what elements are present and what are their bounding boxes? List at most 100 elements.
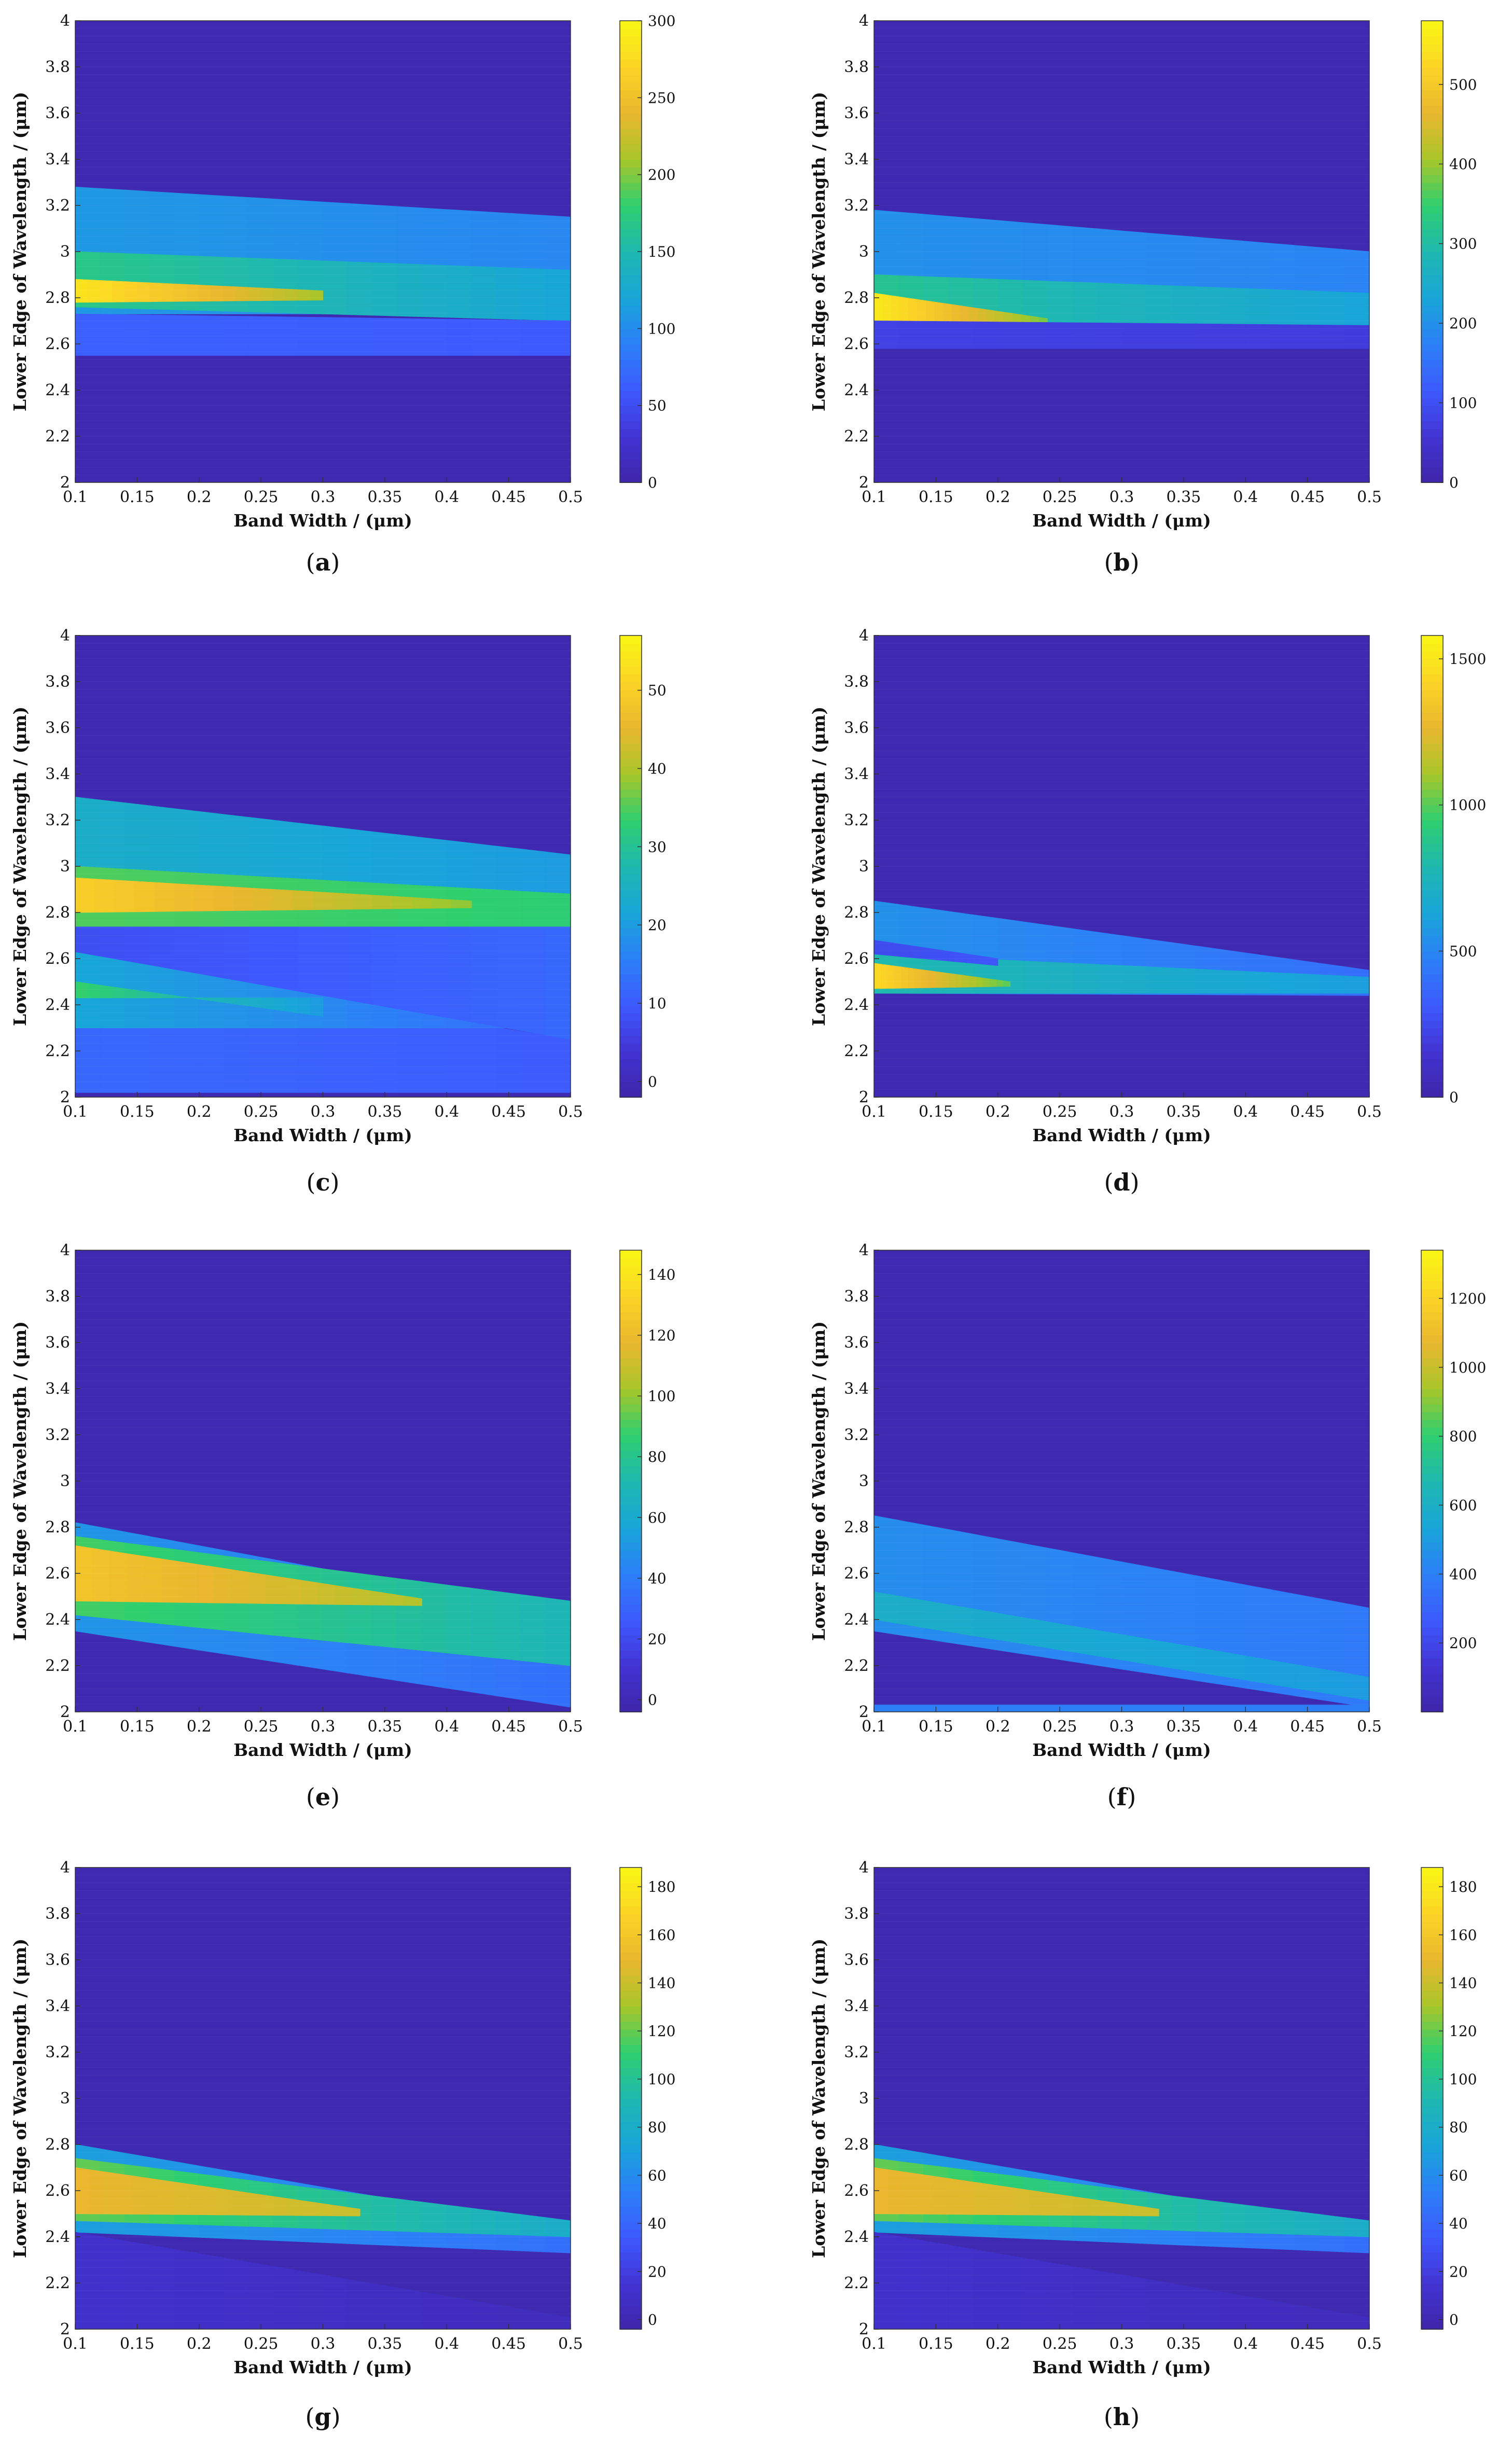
heatmap-cell-band-1 bbox=[422, 1581, 447, 1654]
y-tick-label: 3 bbox=[859, 1472, 869, 1490]
heatmap-cell-band-2 bbox=[891, 295, 900, 322]
colorbar-segment bbox=[1421, 774, 1443, 782]
colorbar-segment bbox=[1421, 735, 1443, 744]
colorbar-segment bbox=[620, 805, 642, 813]
colorbar-segment bbox=[620, 2052, 642, 2060]
colorbar-segment bbox=[1421, 835, 1443, 844]
colorbar-segment bbox=[1421, 74, 1443, 83]
colorbar-tick-label: 0 bbox=[648, 1692, 657, 1709]
colorbar-segment bbox=[1421, 2267, 1443, 2276]
x-axis-label: Band Width / (μm) bbox=[233, 510, 412, 531]
colorbar-segment bbox=[620, 1304, 642, 1312]
colorbar-segment bbox=[620, 2298, 642, 2307]
x-tick-label: 0.5 bbox=[558, 1718, 583, 1736]
y-tick-label: 4 bbox=[60, 627, 70, 645]
colorbar-segment bbox=[1421, 1650, 1443, 1659]
y-tick-label: 3.4 bbox=[844, 150, 869, 169]
colorbar-tick-label: 1200 bbox=[1449, 1290, 1486, 1307]
colorbar-segment bbox=[620, 1319, 642, 1328]
heatmap-cell-band-3 bbox=[973, 2249, 998, 2330]
colorbar-tick-label: 60 bbox=[1449, 2167, 1468, 2184]
colorbar-segment bbox=[620, 1412, 642, 1420]
panel-label: (h) bbox=[1104, 2403, 1140, 2431]
colorbar-tick-label: 160 bbox=[1449, 1927, 1477, 1944]
y-tick-label: 2.8 bbox=[45, 904, 70, 922]
colorbar-segment bbox=[620, 451, 642, 460]
colorbar-segment bbox=[620, 21, 642, 29]
colorbar-segment bbox=[620, 390, 642, 398]
colorbar-segment bbox=[1421, 1381, 1443, 1389]
colorbar-segment bbox=[620, 1612, 642, 1620]
colorbar-segment bbox=[1421, 712, 1443, 721]
colorbar-segment bbox=[620, 1673, 642, 1682]
heatmap-cell-band-3 bbox=[471, 2300, 497, 2330]
heatmap-cell-band-3 bbox=[199, 315, 224, 356]
colorbar-segment bbox=[1421, 1343, 1443, 1351]
colorbar-segment bbox=[620, 989, 642, 998]
colorbar-segment bbox=[1421, 658, 1443, 667]
colorbar-segment bbox=[1421, 1620, 1443, 1628]
y-tick-label: 3.2 bbox=[45, 197, 70, 215]
colorbar-segment bbox=[1421, 2175, 1443, 2184]
colorbar-segment bbox=[620, 827, 642, 836]
colorbar-tick-label: 0 bbox=[648, 2311, 657, 2328]
colorbar-segment bbox=[1421, 859, 1443, 867]
colorbar-segment bbox=[1421, 2137, 1443, 2145]
heatmap-cell-band-3 bbox=[397, 2287, 422, 2330]
colorbar-segment bbox=[620, 966, 642, 975]
heatmap-cell-band-1 bbox=[1097, 964, 1122, 994]
heatmap-cell-band-2 bbox=[931, 2175, 946, 2215]
y-tick-label: 4 bbox=[60, 1241, 70, 1260]
heatmap-cell-band-1 bbox=[1320, 2214, 1345, 2236]
colorbar-tick-label: 120 bbox=[648, 2023, 675, 2040]
x-tick-label: 0.2 bbox=[986, 2335, 1010, 2353]
colorbar-segment bbox=[620, 712, 642, 721]
colorbar-segment bbox=[1421, 1604, 1443, 1613]
heatmap-cell-band-2 bbox=[959, 2179, 974, 2215]
colorbar-segment bbox=[620, 274, 642, 283]
colorbar-segment bbox=[1421, 1658, 1443, 1666]
heatmap-cell-band-2 bbox=[87, 983, 101, 999]
colorbar-tick-label: 20 bbox=[648, 1630, 667, 1648]
y-tick-label: 3.2 bbox=[844, 2043, 869, 2061]
colorbar-segment bbox=[1421, 1089, 1443, 1098]
heatmap-cell-band-2 bbox=[302, 2201, 318, 2216]
colorbar-segment bbox=[620, 1435, 642, 1443]
colorbar-segment bbox=[620, 1512, 642, 1520]
colorbar-segment bbox=[1421, 413, 1443, 422]
colorbar-segment bbox=[620, 1558, 642, 1567]
heatmap-cell-band-2 bbox=[986, 309, 996, 323]
heatmap-cell-band-1 bbox=[1245, 971, 1271, 994]
colorbar-segment bbox=[1421, 1519, 1443, 1528]
heatmap-cell-band-6 bbox=[213, 885, 234, 911]
colorbar-segment bbox=[1421, 190, 1443, 199]
heatmap-cell-band-6 bbox=[94, 878, 115, 913]
heatmap-cell-band-3 bbox=[347, 317, 373, 356]
heatmap-cell-band-3 bbox=[224, 2257, 249, 2330]
x-tick-label: 0.45 bbox=[1290, 488, 1325, 506]
y-tick-label: 2.8 bbox=[45, 2136, 70, 2154]
x-tick-label: 0.45 bbox=[491, 2335, 526, 2353]
heatmap-cell-band-3 bbox=[911, 945, 918, 959]
heatmap-cell-band-2 bbox=[1220, 1705, 1246, 1712]
heatmap-cell-band-2 bbox=[260, 998, 274, 1010]
heatmap-cell-band-2 bbox=[224, 286, 237, 301]
heatmap-cell-band-2 bbox=[124, 281, 137, 302]
heatmap-cell-band-2 bbox=[1270, 1705, 1296, 1712]
y-tick-label: 3.8 bbox=[844, 673, 869, 691]
heatmap-cell-band-3 bbox=[496, 926, 521, 1031]
panel-a: 0.1 0.15 0.2 0.25 0.3 0.35 0.4 0.45 0.5 2 2.2 2.4 2.… bbox=[10, 12, 675, 576]
colorbar-segment bbox=[620, 1442, 642, 1451]
colorbar-segment bbox=[620, 244, 642, 252]
colorbar-segment bbox=[1421, 428, 1443, 437]
colorbar-segment bbox=[620, 1542, 642, 1551]
colorbar-segment bbox=[620, 1983, 642, 1991]
colorbar-tick-label: 400 bbox=[1449, 1566, 1477, 1583]
colorbar-segment bbox=[620, 282, 642, 291]
colorbar-segment bbox=[620, 1005, 642, 1013]
heatmap-cell-band-2 bbox=[948, 973, 956, 988]
colorbar-segment bbox=[620, 666, 642, 675]
colorbar-segment bbox=[1421, 2306, 1443, 2315]
heatmap-cell-band-2 bbox=[231, 2190, 246, 2216]
